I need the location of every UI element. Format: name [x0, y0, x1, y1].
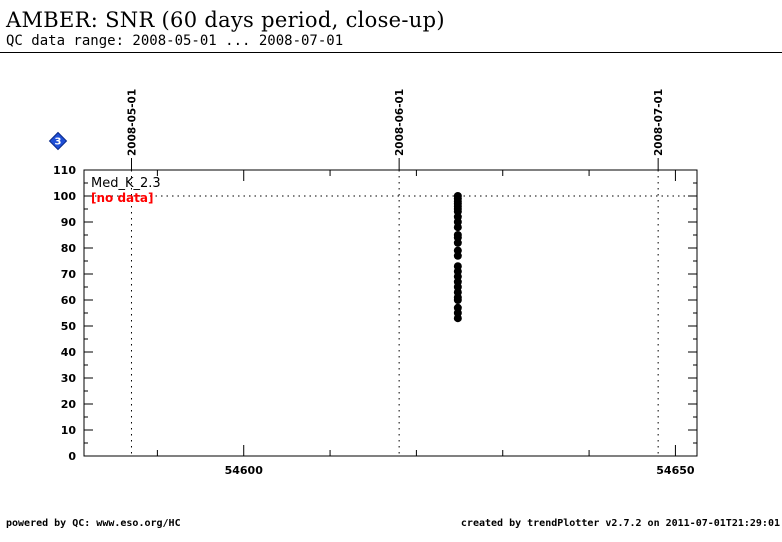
y-tick-label: 10 — [61, 424, 77, 437]
data-point — [453, 223, 462, 232]
header-divider — [0, 52, 782, 53]
y-tick-label: 100 — [53, 190, 76, 203]
chart-subtitle: QC data range: 2008-05-01 ... 2008-07-01 — [6, 33, 344, 49]
series-label: Med_K_2.3 — [91, 176, 161, 191]
y-tick-label: 20 — [61, 398, 77, 411]
data-point — [453, 251, 462, 260]
y-tick-label: 70 — [61, 268, 77, 281]
series-status: [no data] — [91, 191, 153, 205]
y-tick-label: 30 — [61, 372, 77, 385]
footer-created-by: created by trendPlotter v2.7.2 on 2011-0… — [460, 518, 780, 529]
data-point — [453, 314, 462, 323]
date-marker-label: 2008-05-01 — [126, 89, 138, 156]
date-marker-label: 2008-06-01 — [394, 89, 406, 156]
footer-powered-by: powered by QC: www.eso.org/HC — [6, 518, 181, 529]
y-tick-label: 80 — [61, 242, 77, 255]
y-tick-label: 90 — [61, 216, 77, 229]
date-marker-label: 2008-07-01 — [653, 89, 665, 156]
chart-title: AMBER: SNR (60 days period, close-up) — [6, 8, 445, 32]
data-point — [453, 238, 462, 247]
data-point — [453, 296, 462, 304]
x-tick-label: 54650 — [656, 464, 695, 477]
x-tick-label: 54600 — [225, 464, 264, 477]
y-tick-label: 60 — [61, 294, 77, 307]
y-tick-label: 0 — [68, 450, 76, 463]
y-tick-label: 50 — [61, 320, 77, 333]
y-tick-label: 40 — [61, 346, 77, 359]
plot-frame — [83, 169, 698, 457]
badge-number: 3 — [55, 137, 62, 148]
badge-diamond — [48, 131, 68, 151]
y-tick-label: 110 — [53, 164, 76, 177]
